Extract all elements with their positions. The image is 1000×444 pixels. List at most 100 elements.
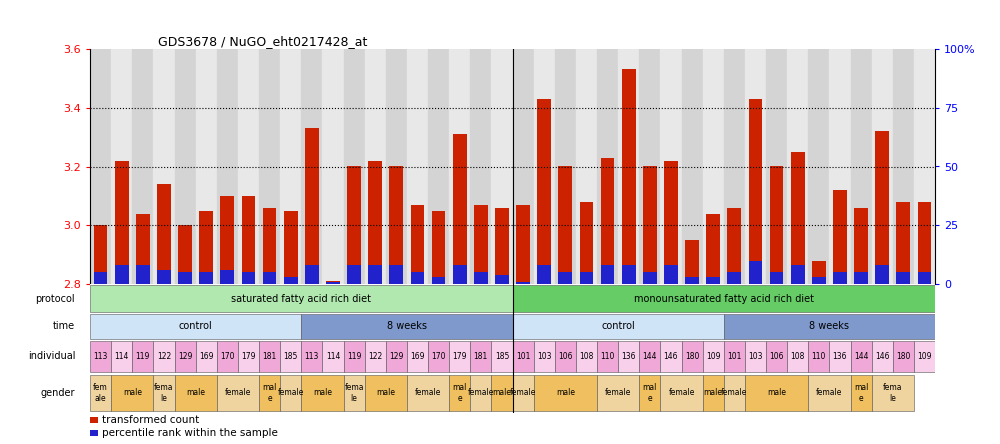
Text: 109: 109 — [706, 352, 720, 361]
Bar — [220, 196, 234, 284]
Text: 101: 101 — [727, 352, 742, 361]
Bar — [301, 341, 322, 372]
Bar — [305, 128, 319, 284]
Text: 169: 169 — [410, 352, 425, 361]
Bar — [449, 49, 470, 284]
Bar — [153, 49, 175, 284]
Text: male: male — [123, 388, 142, 397]
Bar — [368, 266, 382, 284]
Bar — [136, 266, 150, 284]
Bar — [259, 375, 280, 411]
Bar — [724, 341, 745, 372]
Bar — [639, 375, 660, 411]
Bar — [453, 134, 467, 284]
Bar — [918, 272, 931, 284]
Text: 129: 129 — [178, 352, 192, 361]
Text: male: male — [492, 388, 511, 397]
Bar — [389, 166, 403, 284]
Bar — [893, 49, 914, 284]
Text: mal
e: mal e — [643, 383, 657, 403]
Bar — [727, 272, 741, 284]
Bar — [344, 375, 365, 411]
Bar — [787, 49, 808, 284]
Bar — [238, 341, 259, 372]
Text: mal
e: mal e — [854, 383, 868, 403]
Text: 180: 180 — [685, 352, 699, 361]
Bar — [178, 225, 192, 284]
Text: mal
e: mal e — [452, 383, 467, 403]
Bar — [217, 341, 238, 372]
Bar — [516, 205, 530, 284]
Text: 8 weeks: 8 weeks — [809, 321, 849, 331]
Bar — [153, 375, 175, 411]
Bar — [491, 49, 512, 284]
Bar — [199, 210, 213, 284]
Bar — [766, 49, 787, 284]
Bar — [115, 161, 129, 284]
Text: 179: 179 — [452, 352, 467, 361]
Bar — [90, 341, 111, 372]
Bar — [643, 272, 657, 284]
Text: 119: 119 — [347, 352, 361, 361]
Bar — [660, 49, 682, 284]
Bar — [157, 184, 171, 284]
Bar — [115, 266, 129, 284]
Bar — [875, 131, 889, 284]
Bar — [601, 158, 614, 284]
Bar — [660, 375, 703, 411]
Text: female: female — [605, 388, 631, 397]
Bar — [512, 375, 534, 411]
Bar — [90, 430, 98, 436]
Bar — [664, 161, 678, 284]
Bar — [854, 272, 868, 284]
Bar — [914, 49, 935, 284]
Text: male: male — [704, 388, 723, 397]
Bar — [94, 225, 107, 284]
Bar — [495, 275, 509, 284]
Bar — [407, 341, 428, 372]
Bar — [664, 266, 678, 284]
Bar — [157, 270, 171, 284]
Text: 109: 109 — [917, 352, 932, 361]
Bar — [812, 277, 826, 284]
Bar — [745, 375, 808, 411]
Text: female: female — [668, 388, 695, 397]
Text: male: male — [186, 388, 205, 397]
Text: percentile rank within the sample: percentile rank within the sample — [102, 428, 278, 438]
Bar — [812, 261, 826, 284]
Bar — [749, 261, 762, 284]
Text: 170: 170 — [431, 352, 446, 361]
Bar — [305, 266, 319, 284]
Bar — [259, 341, 280, 372]
Text: 110: 110 — [812, 352, 826, 361]
Bar — [322, 49, 344, 284]
Text: 106: 106 — [558, 352, 573, 361]
Bar — [365, 341, 386, 372]
Text: 114: 114 — [326, 352, 340, 361]
Bar — [745, 49, 766, 284]
Bar — [263, 272, 276, 284]
Bar — [534, 375, 597, 411]
Bar — [555, 341, 576, 372]
Bar — [326, 281, 340, 284]
Text: fema
le: fema le — [344, 383, 364, 403]
Bar — [512, 314, 724, 339]
Text: 103: 103 — [537, 352, 551, 361]
Bar — [284, 210, 298, 284]
Bar — [368, 161, 382, 284]
Bar — [474, 272, 488, 284]
Text: fem
ale: fem ale — [93, 383, 108, 403]
Bar — [685, 240, 699, 284]
Bar — [639, 341, 660, 372]
Bar — [643, 166, 657, 284]
Text: female: female — [225, 388, 251, 397]
Bar — [745, 341, 766, 372]
Text: 136: 136 — [833, 352, 847, 361]
Bar — [597, 341, 618, 372]
Bar — [914, 341, 935, 372]
Bar — [791, 266, 805, 284]
Bar — [854, 208, 868, 284]
Bar — [833, 190, 847, 284]
Bar — [703, 49, 724, 284]
Bar — [872, 49, 893, 284]
